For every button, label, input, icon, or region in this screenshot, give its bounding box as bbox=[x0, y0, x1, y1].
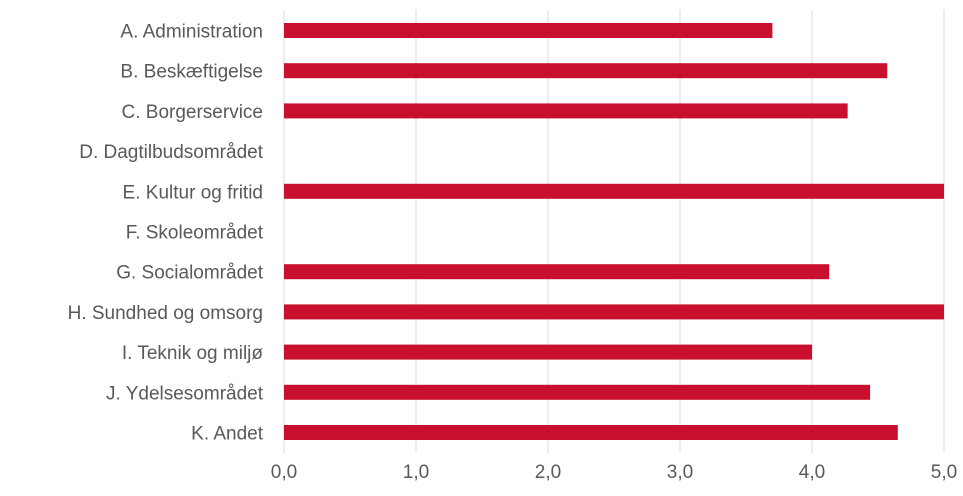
x-tick-label: 2,0 bbox=[535, 462, 561, 483]
bar bbox=[284, 63, 888, 79]
category-label: D. Dagtilbudsområdet bbox=[79, 142, 263, 163]
bar bbox=[284, 384, 871, 400]
category-label: B. Beskæftigelse bbox=[120, 62, 263, 83]
category-label: C. Borgerservice bbox=[122, 102, 264, 123]
bar bbox=[284, 103, 848, 119]
x-tick-label: 5,0 bbox=[931, 462, 957, 483]
category-label: I. Teknik og miljø bbox=[122, 343, 264, 364]
x-tick-label: 0,0 bbox=[271, 462, 297, 483]
bar bbox=[284, 425, 898, 440]
x-tick-label: 1,0 bbox=[403, 462, 429, 483]
x-tick-label: 4,0 bbox=[799, 462, 825, 483]
bar bbox=[284, 344, 812, 360]
category-label: E. Kultur og fritid bbox=[123, 182, 263, 203]
category-label: A. Administration bbox=[120, 22, 263, 43]
bars bbox=[284, 23, 944, 440]
category-label: J. Ydelsesområdet bbox=[106, 383, 264, 404]
bar bbox=[284, 264, 830, 280]
category-label: G. Socialområdet bbox=[116, 263, 264, 284]
category-label: F. Skoleområdet bbox=[126, 223, 264, 244]
gridlines bbox=[283, 10, 945, 453]
x-tick-label: 3,0 bbox=[667, 462, 693, 483]
bar bbox=[284, 183, 944, 199]
category-labels: A. Administration B. Beskæftigelse C. Borg… bbox=[68, 22, 264, 445]
x-tick-labels: 0,0 1,0 2,0 3,0 4,0 5,0 bbox=[271, 462, 957, 483]
bar bbox=[284, 23, 773, 38]
bar bbox=[284, 304, 944, 320]
category-label: H. Sundhed og omsorg bbox=[68, 303, 263, 324]
category-label: K. Andet bbox=[191, 424, 264, 445]
